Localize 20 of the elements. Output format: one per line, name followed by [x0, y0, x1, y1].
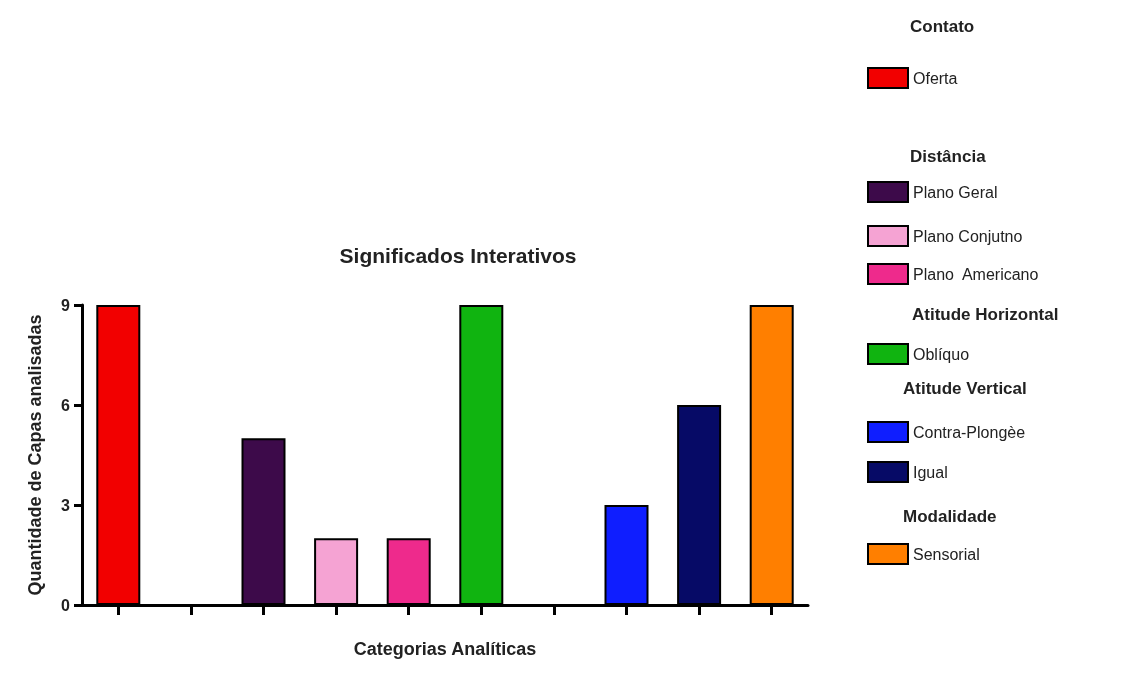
- text: Modalidade: [903, 507, 997, 526]
- y-tick-label: 3: [61, 496, 71, 514]
- text: Contato: [910, 17, 975, 36]
- legend-label: Oferta: [913, 69, 958, 87]
- legend-label: Plano Conjutno: [913, 227, 1023, 245]
- text: Atitude Vertical: [903, 379, 1027, 398]
- x-axis-title: Categorias Analíticas: [353, 639, 537, 659]
- y-tick-label: 0: [61, 596, 71, 614]
- legend-label: Sensorial: [913, 545, 980, 563]
- y-axis-title: Quantidade de Capas analisadas: [25, 314, 45, 596]
- legend-label: Contra-Plongèe: [913, 423, 1026, 441]
- legend-label: Plano Geral: [913, 183, 998, 201]
- legend-label: Oblíquo: [913, 345, 970, 363]
- text: Distância: [910, 147, 987, 166]
- text: Atitude Horizontal: [912, 305, 1059, 324]
- y-tick-label: 6: [61, 396, 71, 414]
- chart-title: Significados Interativos: [339, 244, 577, 267]
- legend-label: Plano Americano: [913, 265, 1039, 283]
- y-tick-label: 9: [61, 296, 71, 314]
- legend-label: Igual: [913, 463, 948, 481]
